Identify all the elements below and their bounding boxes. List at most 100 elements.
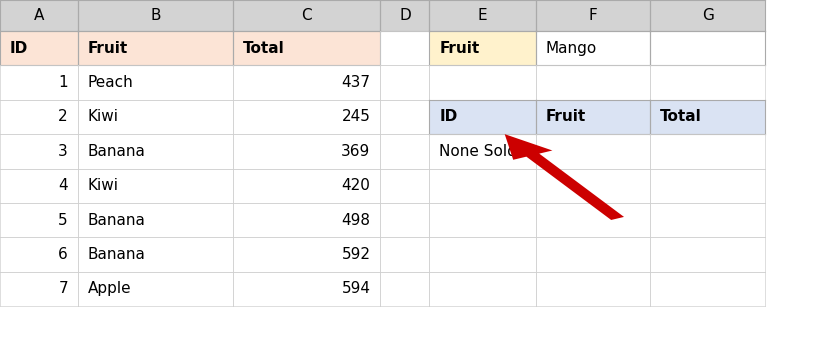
Bar bbox=[0, 65, 78, 100]
Bar bbox=[536, 169, 650, 203]
Text: B: B bbox=[151, 8, 160, 23]
Bar bbox=[0, 237, 78, 272]
Bar bbox=[650, 237, 765, 272]
Bar bbox=[380, 100, 429, 134]
Bar bbox=[536, 100, 650, 134]
Text: Mango: Mango bbox=[546, 41, 597, 56]
Bar bbox=[78, 203, 233, 237]
Bar bbox=[650, 169, 765, 203]
Bar bbox=[429, 65, 536, 100]
Bar bbox=[0, 134, 78, 169]
Text: ID: ID bbox=[10, 41, 28, 56]
Text: 420: 420 bbox=[342, 178, 371, 193]
Bar bbox=[429, 237, 536, 272]
Bar bbox=[429, 169, 536, 203]
Text: F: F bbox=[589, 8, 597, 23]
Bar bbox=[536, 203, 650, 237]
Text: Apple: Apple bbox=[88, 281, 131, 297]
Bar bbox=[650, 0, 765, 31]
Bar bbox=[78, 237, 233, 272]
Text: 7: 7 bbox=[58, 281, 68, 297]
Bar bbox=[233, 203, 380, 237]
Bar bbox=[380, 272, 429, 306]
Text: 5: 5 bbox=[58, 213, 68, 228]
Text: ID: ID bbox=[439, 109, 457, 125]
Bar bbox=[650, 272, 765, 306]
Text: 437: 437 bbox=[342, 75, 371, 90]
Bar bbox=[429, 134, 536, 169]
Text: Kiwi: Kiwi bbox=[88, 109, 119, 125]
Bar bbox=[536, 31, 650, 65]
Text: Fruit: Fruit bbox=[88, 41, 128, 56]
Bar bbox=[380, 134, 429, 169]
Bar bbox=[233, 100, 380, 134]
Text: 592: 592 bbox=[342, 247, 371, 262]
Text: A: A bbox=[34, 8, 44, 23]
Text: 4: 4 bbox=[58, 178, 68, 193]
Text: 245: 245 bbox=[342, 109, 371, 125]
Bar bbox=[0, 203, 78, 237]
Bar bbox=[0, 31, 78, 65]
Bar bbox=[78, 0, 233, 31]
Text: 3: 3 bbox=[58, 144, 68, 159]
Text: Banana: Banana bbox=[88, 213, 146, 228]
Text: Banana: Banana bbox=[88, 247, 146, 262]
Text: 1: 1 bbox=[58, 75, 68, 90]
Polygon shape bbox=[505, 134, 624, 220]
Bar bbox=[380, 31, 429, 65]
Bar bbox=[78, 272, 233, 306]
Bar bbox=[429, 272, 536, 306]
Text: G: G bbox=[702, 8, 713, 23]
Bar bbox=[78, 134, 233, 169]
Bar bbox=[650, 100, 765, 134]
Text: 6: 6 bbox=[58, 247, 68, 262]
Bar bbox=[536, 65, 650, 100]
Text: 2: 2 bbox=[58, 109, 68, 125]
Bar bbox=[0, 100, 78, 134]
Bar bbox=[429, 0, 536, 31]
Bar bbox=[0, 272, 78, 306]
Bar bbox=[233, 272, 380, 306]
Bar bbox=[650, 134, 765, 169]
Bar bbox=[78, 169, 233, 203]
Bar bbox=[78, 100, 233, 134]
Bar bbox=[233, 0, 380, 31]
Text: Total: Total bbox=[243, 41, 285, 56]
Text: Kiwi: Kiwi bbox=[88, 178, 119, 193]
Text: Total: Total bbox=[660, 109, 702, 125]
Bar bbox=[536, 0, 650, 31]
Text: E: E bbox=[478, 8, 488, 23]
Bar bbox=[429, 31, 536, 65]
Bar bbox=[78, 31, 233, 65]
Bar bbox=[380, 203, 429, 237]
Text: 594: 594 bbox=[342, 281, 371, 297]
Bar bbox=[233, 169, 380, 203]
Bar bbox=[536, 237, 650, 272]
Bar bbox=[650, 31, 765, 65]
Bar bbox=[536, 134, 650, 169]
Text: C: C bbox=[302, 8, 312, 23]
Bar bbox=[650, 203, 765, 237]
Text: None Sold: None Sold bbox=[439, 144, 517, 159]
Bar bbox=[380, 237, 429, 272]
Text: 369: 369 bbox=[341, 144, 371, 159]
Bar bbox=[380, 169, 429, 203]
Bar bbox=[233, 134, 380, 169]
Bar bbox=[78, 65, 233, 100]
Bar bbox=[233, 31, 380, 65]
Bar bbox=[380, 65, 429, 100]
Bar bbox=[429, 100, 536, 134]
Bar bbox=[536, 272, 650, 306]
Bar bbox=[650, 65, 765, 100]
Text: D: D bbox=[399, 8, 411, 23]
Bar bbox=[429, 203, 536, 237]
Bar bbox=[233, 237, 380, 272]
Text: 498: 498 bbox=[342, 213, 371, 228]
Text: Fruit: Fruit bbox=[546, 109, 586, 125]
Text: Fruit: Fruit bbox=[439, 41, 479, 56]
Bar bbox=[0, 169, 78, 203]
Bar bbox=[380, 0, 429, 31]
Bar bbox=[233, 65, 380, 100]
Bar bbox=[0, 0, 78, 31]
Text: Peach: Peach bbox=[88, 75, 133, 90]
